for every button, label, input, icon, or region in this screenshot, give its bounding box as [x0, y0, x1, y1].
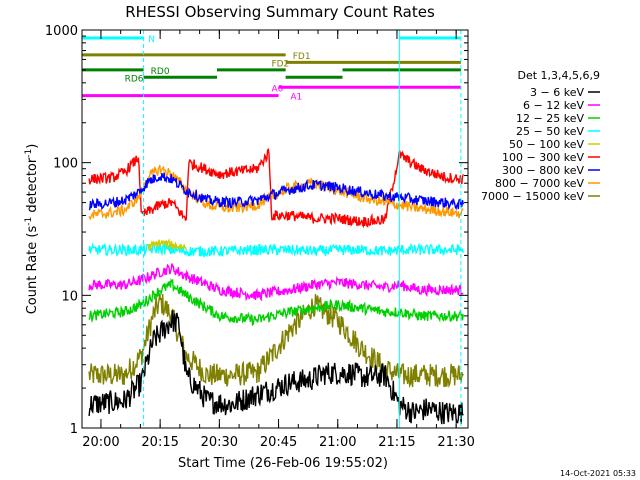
series-line: [88, 172, 464, 211]
observing-flags: N FD1 FD2 RD0 RD6 A0 A1: [82, 35, 461, 103]
series-line: [147, 237, 187, 251]
series-line: [88, 310, 464, 425]
y-label-part: detector: [25, 157, 40, 217]
legend-label: 12 − 25 keV: [516, 112, 584, 125]
chart-title: RHESSI Observing Summary Count Rates: [125, 3, 435, 21]
legend-title: Det 1,3,4,5,6,9: [517, 69, 600, 82]
legend-label: 50 − 100 keV: [509, 138, 584, 151]
y-label-sup: -1: [24, 217, 34, 226]
legend-label: 800 − 7000 keV: [495, 177, 584, 190]
x-tick-label: 20:00: [82, 435, 119, 450]
y-label-part: Count Rate (s: [25, 226, 40, 315]
flag-label: RD0: [151, 67, 170, 77]
y-tick-label: 100: [53, 157, 78, 172]
series-layer: [88, 148, 464, 425]
legend-label: 7000 − 15000 keV: [481, 190, 584, 203]
y-tick-label: 10: [61, 289, 78, 304]
flag-label: A1: [290, 93, 302, 103]
flag-label: A0: [271, 84, 283, 94]
flag-label: FD2: [271, 59, 289, 69]
series-line: [88, 293, 464, 389]
series-line: [88, 242, 464, 258]
y-label-sup: -1: [24, 149, 34, 158]
x-tick-label: 20:15: [141, 435, 178, 450]
y-axis-label: Count Rate (s-1 detector-1): [24, 144, 40, 315]
x-tick-label: 20:45: [260, 435, 297, 450]
legend-label: 100 − 300 keV: [502, 151, 584, 164]
legend-label: 25 − 50 keV: [516, 125, 584, 138]
legend-label: 300 − 800 keV: [502, 164, 584, 177]
y-label-part: ): [25, 144, 40, 149]
flag-label: RD6: [125, 74, 144, 84]
flag-label: N: [148, 35, 155, 45]
x-axis-label: Start Time (26-Feb-06 19:55:02): [178, 456, 388, 471]
x-tick-label: 20:30: [201, 435, 238, 450]
series-line: [88, 263, 464, 302]
axes: 20:00 20:15 20:30 20:45 21:00 21:15 21:30 1 10 10…: [45, 24, 475, 450]
legend-label: 3 − 6 keV: [530, 86, 584, 99]
footer-date: 14-Oct-2021 05:33: [560, 469, 636, 478]
y-tick-label: 1000: [45, 24, 78, 39]
x-tick-label: 21:30: [437, 435, 474, 450]
flag-label: FD1: [293, 52, 311, 62]
x-tick-label: 21:15: [378, 435, 415, 450]
series-line: [88, 278, 464, 327]
series-line: [88, 148, 464, 229]
x-tick-label: 21:00: [319, 435, 356, 450]
plot-frame: [81, 29, 469, 429]
y-tick-label: 1: [70, 422, 78, 437]
legend-label: 6 − 12 keV: [523, 99, 584, 112]
